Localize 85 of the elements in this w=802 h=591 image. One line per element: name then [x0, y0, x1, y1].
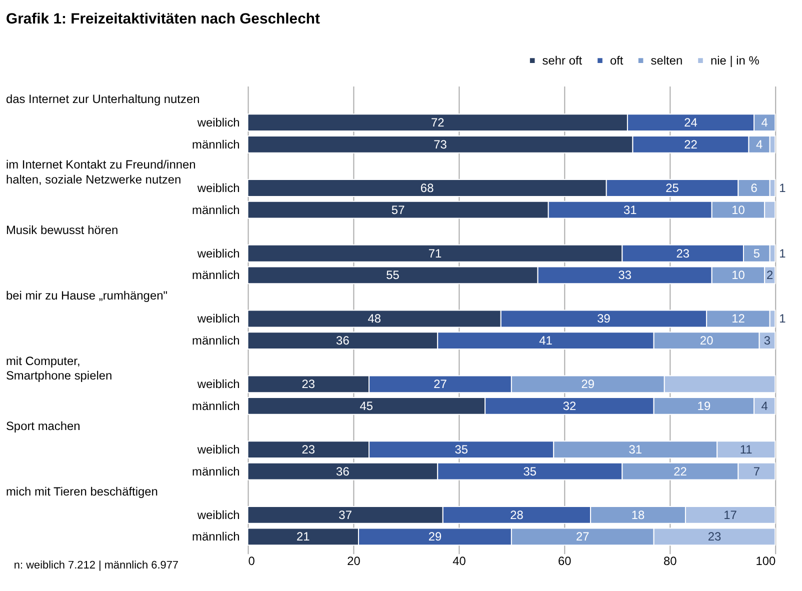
text: im Internet Kontakt zu Freund/innen halten, soziale Netzwerke nutzen [6, 158, 196, 187]
data-label: 29 [581, 377, 595, 392]
data-label: 35 [454, 442, 468, 457]
x-tick-label: 100 [756, 554, 776, 568]
text: mich mit Tieren beschäftigen [6, 484, 158, 499]
data-label: 37 [338, 508, 352, 522]
data-label: 23 [676, 246, 690, 260]
data-label: 24 [684, 116, 698, 130]
data-label: 20 [700, 334, 714, 348]
data-label: 22 [674, 464, 688, 478]
data-label: 27 [576, 530, 590, 544]
y-tick-label: männlich [192, 202, 240, 217]
data-label: 71 [428, 246, 442, 260]
y-tick-label: männlich [192, 334, 240, 348]
chart-title: Grafik 1: Freizeitaktivitäten nach Geschlecht [6, 10, 320, 28]
y-tick-label: männlich [192, 268, 240, 282]
x-tick-label: 60 [558, 554, 572, 568]
y-tick-label: weiblich [196, 508, 240, 522]
data-label: 57 [391, 202, 406, 217]
data-label: 5 [753, 246, 760, 260]
data-label: 4 [761, 116, 768, 130]
data-label: 35 [523, 464, 537, 478]
data-label: 18 [631, 508, 646, 522]
data-label: 4 [761, 398, 768, 413]
y-tick-label: weiblich [196, 246, 240, 260]
data-label: 29 [428, 530, 442, 544]
data-label: 73 [434, 137, 448, 152]
legend-label: selten [650, 54, 683, 68]
y-tick-label: weiblich [196, 312, 240, 326]
data-label: 72 [430, 116, 445, 130]
data-label: 23 [708, 530, 722, 544]
data-label: 31 [628, 442, 642, 457]
data-label: 1 [779, 246, 786, 260]
data-label: 23 [302, 442, 316, 457]
y-tick-label: weiblich [196, 116, 240, 130]
text: n: weiblich 7.212 | männlich 6.977 [14, 560, 179, 572]
x-tick-label: 20 [347, 554, 361, 568]
y-tick-label: weiblich [196, 442, 240, 457]
text: das Internet zur Unterhaltung nutzen [6, 92, 200, 106]
data-label: 1 [779, 180, 786, 195]
text: bei mir zu Hause „rumhängen" [6, 288, 168, 302]
data-label: 23 [302, 377, 316, 392]
data-label: 1 [779, 312, 786, 326]
data-label: 31 [623, 202, 638, 217]
data-label: 68 [420, 180, 434, 195]
data-label: 39 [597, 312, 611, 326]
data-label: 48 [368, 312, 382, 326]
data-label: 36 [336, 334, 350, 348]
data-label: 22 [684, 137, 698, 152]
data-label: 21 [296, 530, 310, 544]
x-tick-label: 80 [664, 554, 678, 568]
x-tick-label: 0 [248, 554, 256, 568]
text: Sport machen [6, 419, 80, 434]
text: Musik bewusst hören [6, 223, 118, 237]
data-label: 27 [434, 377, 448, 392]
legend-label: sehr oft [542, 54, 583, 68]
data-label: 10 [732, 202, 746, 217]
data-label: 3 [764, 334, 771, 348]
x-tick-label: 40 [452, 554, 466, 568]
data-label: 45 [360, 398, 374, 413]
data-label: 19 [697, 398, 711, 413]
data-label: 10 [732, 268, 746, 282]
data-label: 25 [666, 180, 680, 195]
data-label: 12 [732, 312, 746, 326]
legend-label: oft [610, 54, 624, 68]
text: mit Computer, Smartphone spielen [6, 354, 112, 383]
data-label: 6 [750, 180, 758, 195]
data-label: 4 [756, 137, 763, 152]
y-tick-label: männlich [192, 137, 240, 152]
data-label: 55 [386, 268, 400, 282]
data-label: 7 [753, 464, 760, 478]
data-label: 17 [724, 508, 738, 522]
data-label: 11 [740, 442, 753, 457]
y-tick-label: männlich [192, 464, 240, 478]
y-tick-label: männlich [192, 398, 240, 413]
data-label: 2 [766, 268, 774, 282]
data-label: 32 [562, 398, 576, 413]
legend-label: nie | in % [710, 54, 760, 68]
data-label: 36 [336, 464, 350, 478]
data-label: 28 [510, 508, 524, 522]
y-tick-label: weiblich [196, 180, 240, 195]
y-tick-label: weiblich [196, 377, 240, 392]
data-label: 41 [539, 334, 553, 348]
y-tick-label: männlich [192, 530, 240, 544]
data-label: 33 [618, 268, 632, 282]
